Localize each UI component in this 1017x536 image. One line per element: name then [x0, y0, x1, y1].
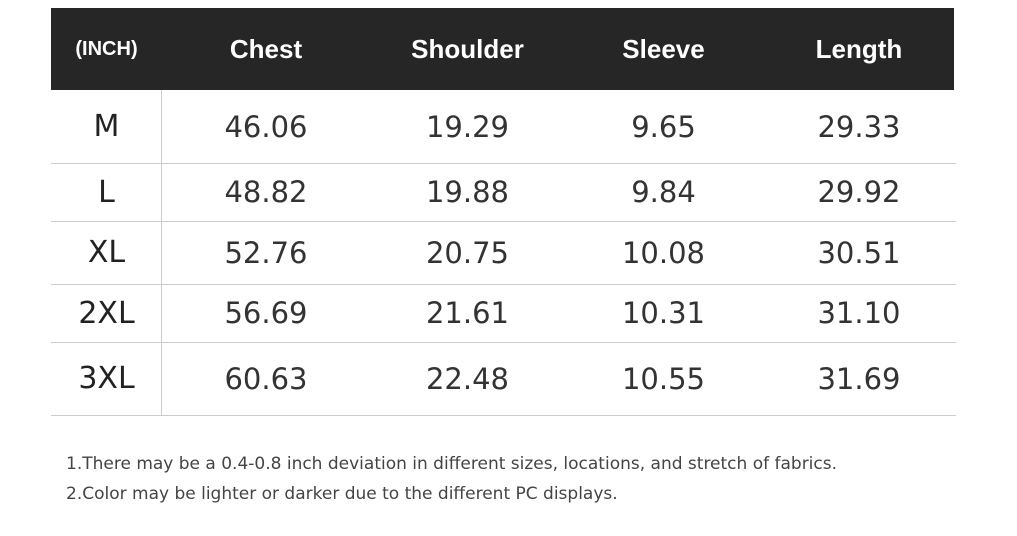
- column-divider: [161, 90, 162, 415]
- measurement: 29.33: [817, 109, 901, 144]
- measurement: 10.08: [621, 235, 706, 270]
- measurement: 19.88: [425, 175, 510, 209]
- measurement: 31.69: [817, 361, 901, 396]
- measurement: 30.51: [817, 235, 901, 270]
- measurement: 29.92: [817, 175, 901, 209]
- size-label: 3XL: [78, 361, 135, 396]
- measurement: 52.76: [224, 235, 308, 270]
- measurement: 22.48: [425, 361, 510, 396]
- header-cell: Sleeve: [622, 33, 705, 64]
- measurement: 20.75: [425, 235, 510, 270]
- measurement: 9.65: [631, 109, 696, 144]
- header-cell: Length: [815, 33, 903, 64]
- measurement: 60.63: [224, 361, 308, 396]
- note: 1.There may be a 0.4-0.8 inch deviation …: [66, 454, 838, 474]
- row-divider: [51, 342, 956, 343]
- header-bar: [51, 8, 954, 90]
- header-cell: Shoulder: [411, 33, 524, 64]
- size-label: XL: [87, 235, 126, 270]
- measurement: 48.82: [224, 175, 308, 209]
- row-divider: [51, 284, 956, 285]
- measurement: 31.10: [817, 296, 901, 330]
- measurement: 9.84: [631, 175, 696, 209]
- header-cell: Chest: [229, 33, 303, 64]
- measurement: 19.29: [425, 109, 510, 144]
- header-cell: (INCH): [75, 37, 138, 60]
- size-label: L: [98, 174, 115, 210]
- note: 2.Color may be lighter or darker due to …: [66, 484, 618, 504]
- measurement: 21.61: [425, 296, 510, 330]
- size-label: 2XL: [78, 295, 135, 331]
- row-divider: [51, 163, 956, 164]
- row-divider: [51, 415, 956, 416]
- row-divider: [51, 221, 956, 222]
- measurement: 10.55: [621, 361, 706, 396]
- size-label: M: [93, 109, 120, 144]
- measurement: 10.31: [621, 296, 706, 330]
- measurement: 56.69: [224, 296, 308, 330]
- measurement: 46.06: [224, 109, 308, 144]
